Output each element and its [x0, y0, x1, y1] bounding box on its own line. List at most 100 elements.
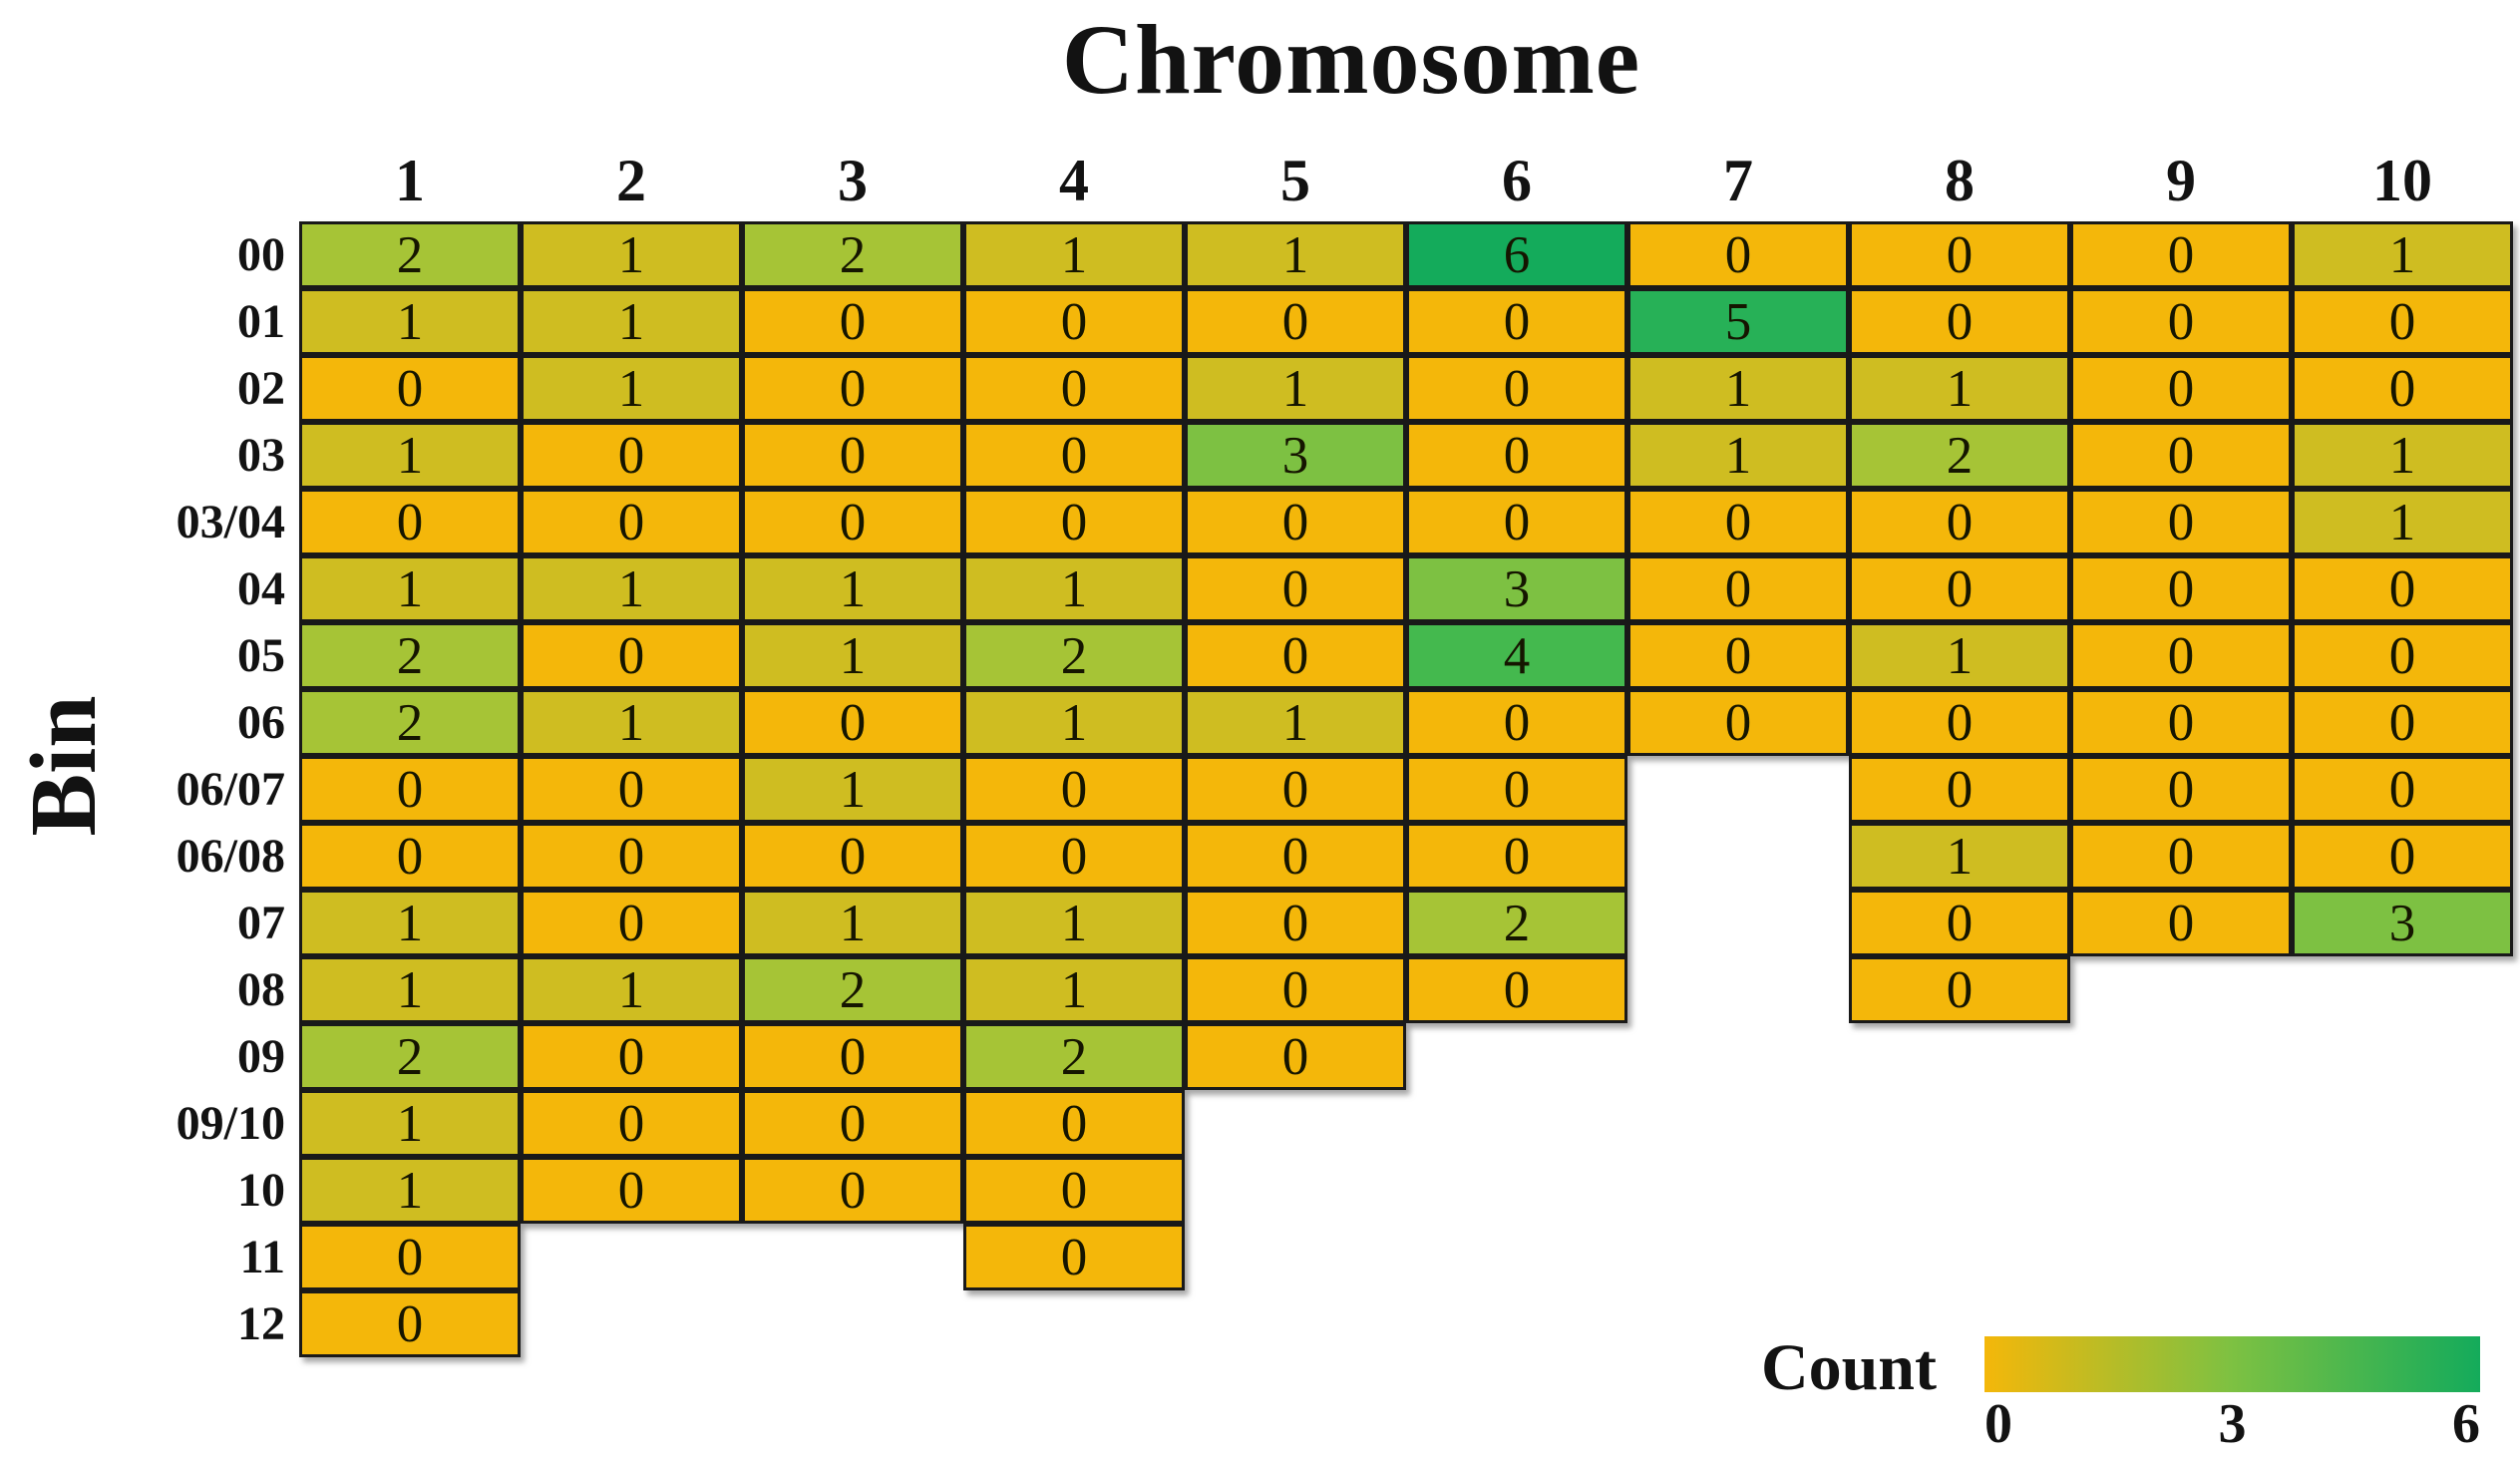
heatmap-cell: 1: [521, 689, 742, 756]
empty-cell: [1406, 1023, 1627, 1090]
heatmap-cell: 1: [2292, 422, 2513, 489]
heatmap-cell: 0: [2070, 756, 2292, 823]
heatmap-cell: 0: [1406, 355, 1627, 422]
heatmap-cell: 1: [963, 956, 1185, 1023]
empty-cell: [1406, 1157, 1627, 1224]
heatmap-cell: 0: [2292, 355, 2513, 422]
heatmap-cell: 1: [1185, 355, 1406, 422]
heatmap-cell: 0: [1849, 689, 2070, 756]
empty-cell: [1627, 1090, 1849, 1157]
column-header: 9: [2166, 148, 2196, 213]
empty-cell: [1627, 1224, 1849, 1290]
heatmap-cell: 0: [521, 1090, 742, 1157]
heatmap-cell: 1: [963, 890, 1185, 956]
empty-cell: [1627, 956, 1849, 1023]
empty-cell: [2070, 1090, 2292, 1157]
empty-cell: [1185, 1290, 1406, 1357]
empty-cell: [2070, 1023, 2292, 1090]
heatmap-cell: 0: [521, 422, 742, 489]
empty-cell: [1627, 823, 1849, 890]
empty-cell: [2070, 1224, 2292, 1290]
heatmap-cell: 2: [299, 622, 521, 689]
heatmap-cell: 0: [1185, 489, 1406, 555]
empty-cell: [1627, 1023, 1849, 1090]
heatmap-cell: 0: [2070, 823, 2292, 890]
heatmap-cell: 0: [2292, 622, 2513, 689]
heatmap-cell: 0: [963, 355, 1185, 422]
heatmap-cell: 0: [742, 355, 963, 422]
heatmap-cell: 0: [1849, 555, 2070, 622]
heatmap-cell: 0: [963, 288, 1185, 355]
heatmap-cell: 1: [299, 890, 521, 956]
heatmap-cell: 1: [2292, 489, 2513, 555]
heatmap-cell: 0: [1185, 756, 1406, 823]
heatmap-cell: 0: [521, 756, 742, 823]
heatmap-cell: 0: [742, 1023, 963, 1090]
heatmap-cell: 0: [742, 689, 963, 756]
row-label: 07: [237, 897, 285, 949]
heatmap-cell: 0: [1627, 221, 1849, 288]
empty-cell: [1849, 1224, 2070, 1290]
heatmap-cell: 5: [1627, 288, 1849, 355]
heatmap-cell: 2: [299, 221, 521, 288]
empty-cell: [2292, 1090, 2513, 1157]
row-label: 00: [237, 228, 285, 281]
heatmap-cell: 0: [1185, 890, 1406, 956]
heatmap-cell: 0: [1627, 622, 1849, 689]
heatmap-cell: 0: [2070, 622, 2292, 689]
heatmap-cell: 0: [1849, 890, 2070, 956]
column-header: 10: [2372, 148, 2432, 213]
heatmap-cell: 2: [299, 1023, 521, 1090]
heatmap-cell: 0: [1185, 956, 1406, 1023]
heatmap-cell: 0: [1406, 689, 1627, 756]
heatmap-cell: 0: [742, 489, 963, 555]
heatmap-row: 0: [299, 1290, 2513, 1357]
heatmap-cell: 4: [1406, 622, 1627, 689]
empty-cell: [1627, 756, 1849, 823]
empty-cell: [521, 1290, 742, 1357]
heatmap-cell: 0: [2070, 221, 2292, 288]
chart-title: Chromosome: [1061, 4, 1641, 115]
empty-cell: [1406, 1224, 1627, 1290]
heatmap-cell: 0: [1849, 489, 2070, 555]
heatmap-cell: 0: [2292, 555, 2513, 622]
heatmap-cell: 0: [299, 355, 521, 422]
row-label: 03: [237, 429, 285, 482]
empty-cell: [2292, 1023, 2513, 1090]
row-label: 05: [237, 629, 285, 682]
heatmap-cell: 1: [299, 422, 521, 489]
heatmap-cell: 1: [521, 288, 742, 355]
empty-cell: [1185, 1090, 1406, 1157]
heatmap-cell: 0: [2070, 689, 2292, 756]
row-label: 04: [237, 562, 285, 615]
heatmap-cell: 0: [742, 1090, 963, 1157]
heatmap-cell: 0: [1849, 756, 2070, 823]
heatmap-cell: 0: [2070, 288, 2292, 355]
heatmap-cell: 0: [2292, 756, 2513, 823]
heatmap-cell: 0: [2070, 890, 2292, 956]
row-label: 06/08: [176, 830, 285, 883]
heatmap-cell: 0: [1627, 489, 1849, 555]
heatmap-cell: 1: [521, 221, 742, 288]
legend-tick-mid: 3: [2218, 1393, 2247, 1455]
heatmap-cell: 0: [963, 1157, 1185, 1224]
heatmap-cell: 1: [1849, 622, 2070, 689]
empty-cell: [742, 1290, 963, 1357]
empty-cell: [742, 1224, 963, 1290]
heatmap-cell: 0: [1406, 422, 1627, 489]
heatmap-cell: 1: [1185, 689, 1406, 756]
heatmap-cell: 1: [742, 622, 963, 689]
empty-cell: [1849, 1090, 2070, 1157]
heatmap-cell: 0: [2070, 555, 2292, 622]
